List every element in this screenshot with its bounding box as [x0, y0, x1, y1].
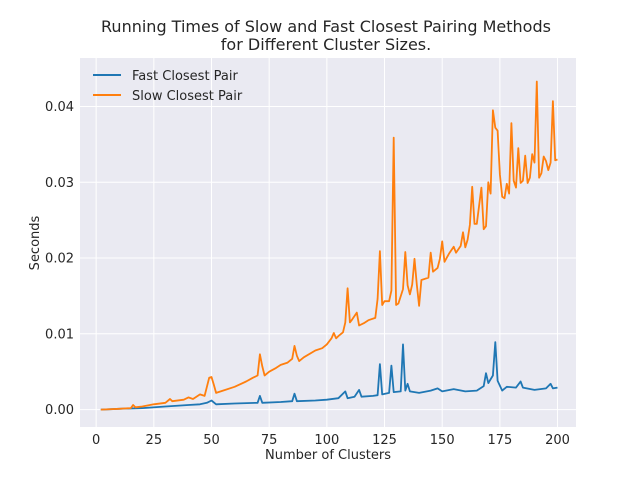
y-tick-label: 0.03	[45, 176, 74, 191]
legend-label-slow: Slow Closest Pair	[132, 89, 243, 104]
y-tick-label: 0.02	[45, 252, 74, 267]
chart-title-line-1: Running Times of Slow and Fast Closest P…	[101, 17, 551, 36]
x-tick-label: 175	[487, 433, 512, 448]
y-axis-ticks: 0.00 0.01 0.02 0.03 0.04	[45, 100, 74, 418]
x-tick-label: 25	[146, 433, 163, 448]
x-axis-ticks: 0 25 50 75 100 125 150 175 200	[92, 433, 570, 448]
x-tick-label: 150	[430, 433, 455, 448]
x-tick-label: 200	[545, 433, 570, 448]
chart-title-line-2: for Different Cluster Sizes.	[221, 35, 431, 54]
series-layer	[100, 80, 558, 411]
plot-area	[80, 58, 576, 427]
x-tick-label: 100	[314, 433, 339, 448]
y-tick-label: 0.00	[45, 403, 74, 418]
legend: Fast Closest Pair Slow Closest Pair	[93, 69, 243, 104]
series-line-fast-closest-pair	[100, 341, 558, 411]
y-axis-title: Seconds	[28, 215, 43, 270]
x-tick-label: 125	[372, 433, 397, 448]
y-tick-label: 0.01	[45, 327, 74, 342]
y-tick-label: 0.04	[45, 100, 74, 115]
x-tick-label: 75	[261, 433, 278, 448]
x-axis-title: Number of Clusters	[265, 448, 391, 463]
legend-label-fast: Fast Closest Pair	[132, 69, 239, 84]
x-tick-label: 0	[92, 433, 100, 448]
series-line-slow-closest-pair	[100, 80, 558, 411]
x-tick-label: 50	[203, 433, 220, 448]
grid	[80, 58, 576, 427]
